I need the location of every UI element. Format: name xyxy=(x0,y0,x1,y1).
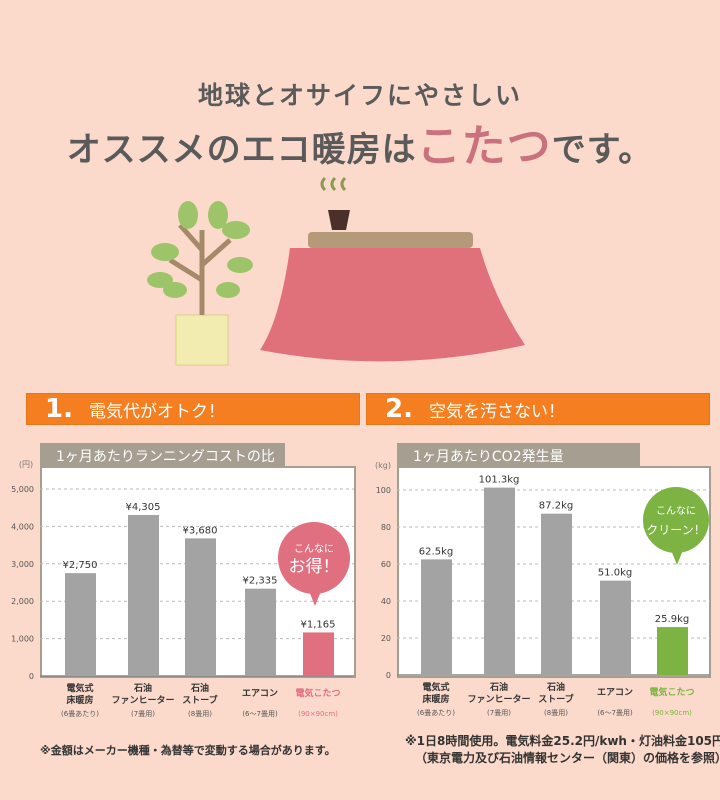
section-label: 電気代がオトク！ xyxy=(89,401,225,422)
chart-title-cost: 1ヶ月あたりランニングコストの比較 xyxy=(40,443,285,485)
callout-text: こんなに xyxy=(294,543,334,555)
callout-bubble xyxy=(643,487,709,553)
category-label: ファンヒーター xyxy=(111,694,174,706)
category-sublabel: (90×90cm) xyxy=(652,709,692,717)
callout-pointer xyxy=(671,550,683,565)
bar xyxy=(245,588,276,676)
y-tick-label: 4,000 xyxy=(11,522,34,531)
section-banner-1: 1. 電気代がオトク！ xyxy=(26,393,360,425)
data-label: 25.9kg xyxy=(655,614,689,625)
y-tick-label: 100 xyxy=(376,486,391,495)
category-label: エアコン xyxy=(242,688,278,699)
category-label: ストーブ xyxy=(182,694,217,706)
category-label: 電気式 xyxy=(422,681,449,693)
chart-title-co2: 1ヶ月あたりCO2発生量 xyxy=(397,443,640,467)
category-label: 電気こたつ xyxy=(295,687,340,699)
category-sublabel: (7畳用) xyxy=(487,709,511,717)
bar xyxy=(303,632,334,676)
callout-pointer xyxy=(309,591,321,606)
category-label: エアコン xyxy=(597,687,633,698)
y-tick-label: 20 xyxy=(381,634,391,643)
y-tick-label: 40 xyxy=(381,597,391,606)
callout-text: こんなに xyxy=(656,505,696,517)
category-sublabel: (6〜7畳用) xyxy=(242,710,278,718)
bar xyxy=(541,513,572,675)
section-banner-2: 2. 空気を汚さない！ xyxy=(366,393,710,425)
data-label: 101.3kg xyxy=(479,475,520,486)
callout-bubble xyxy=(278,522,350,594)
callout-text: クリーン！ xyxy=(646,523,705,537)
illustration xyxy=(147,176,525,366)
bar xyxy=(185,538,216,676)
co2-note-2: （東京電力及び石油情報センター（関東）の価格を参照） xyxy=(415,751,720,765)
category-label: 石油 xyxy=(546,681,565,693)
data-label: ¥2,750 xyxy=(63,560,98,571)
y-tick-label: 1,000 xyxy=(11,635,34,644)
data-label: 51.0kg xyxy=(598,568,632,579)
category-sublabel: (7畳用) xyxy=(131,710,155,718)
y-tick-label: 80 xyxy=(381,523,391,532)
y-tick-label: 0 xyxy=(29,672,34,681)
category-label: ファンヒーター xyxy=(467,693,530,705)
y-tick-label: 0 xyxy=(386,671,391,680)
category-label: 石油 xyxy=(489,681,508,693)
category-label: 石油 xyxy=(190,682,209,694)
y-axis-unit: (kg) xyxy=(375,461,391,470)
category-sublabel: (6畳あたり) xyxy=(417,709,455,717)
category-sublabel: (6畳あたり) xyxy=(61,710,99,718)
y-axis-unit: (円) xyxy=(19,460,33,469)
data-label: ¥1,165 xyxy=(301,619,336,630)
section-number: 1. xyxy=(45,394,73,424)
data-label: ¥3,680 xyxy=(183,525,218,536)
bar xyxy=(128,514,159,676)
data-label: 87.2kg xyxy=(539,501,573,512)
kotatsu-illustration xyxy=(260,176,525,362)
bar xyxy=(657,627,688,675)
cost-note: ※金額はメーカー機種・為替等で変動する場合があります。 xyxy=(40,744,336,757)
category-label: ストーブ xyxy=(538,693,573,705)
category-label: 電気こたつ xyxy=(649,686,694,698)
data-label: ¥4,305 xyxy=(126,502,161,513)
category-sublabel: (6〜7畳用) xyxy=(597,709,633,717)
y-tick-label: 5,000 xyxy=(11,485,34,494)
bar xyxy=(65,573,96,676)
headline-highlight: こたつ xyxy=(416,121,552,172)
category-label: 床暖房 xyxy=(422,693,449,705)
y-tick-label: 60 xyxy=(381,560,391,569)
bar xyxy=(484,487,515,675)
section-label: 空気を汚さない！ xyxy=(429,401,565,422)
data-label: 62.5kg xyxy=(419,546,453,557)
headline-post: です。 xyxy=(551,130,654,170)
headline-line2: オススメのエコ暖房はこたつです。 xyxy=(0,110,720,174)
headline-line1: 地球とオサイフにやさしい xyxy=(197,81,522,110)
category-sublabel: (8畳用) xyxy=(544,709,568,717)
cost-chart: (円) 0 1,000 2,000 3,000 4,000 5,000 ¥2,750 電気式床暖… xyxy=(11,460,354,718)
y-tick-label: 2,000 xyxy=(11,597,34,606)
category-label: 電気式 xyxy=(66,682,93,694)
bar xyxy=(600,580,631,675)
category-label: 床暖房 xyxy=(66,694,93,706)
category-sublabel: (8畳用) xyxy=(188,710,212,718)
category-sublabel: (90×90cm) xyxy=(298,710,338,718)
plant-illustration xyxy=(147,201,253,366)
callout-text: お得！ xyxy=(289,557,340,577)
section-number: 2. xyxy=(385,394,413,424)
bar xyxy=(421,559,452,675)
category-label: 石油 xyxy=(133,682,152,694)
co2-note-1: ※1日8時間使用。電気料金25.2円/kwh・灯油料金105円/L xyxy=(405,734,720,748)
y-tick-label: 3,000 xyxy=(11,560,34,569)
data-label: ¥2,335 xyxy=(243,576,278,587)
headline-pre: オススメのエコ暖房は xyxy=(66,130,417,170)
